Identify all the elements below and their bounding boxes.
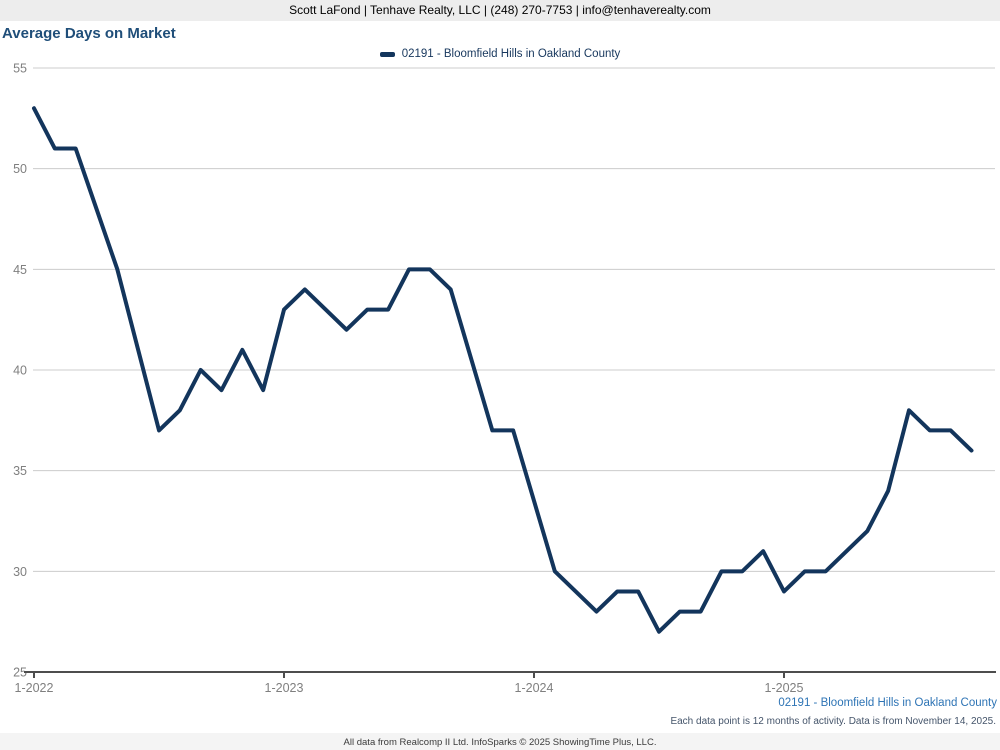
chart-legend: 02191 - Bloomfield Hills in Oakland Coun… <box>0 47 1000 61</box>
legend-label: 02191 - Bloomfield Hills in Oakland Coun… <box>401 48 621 60</box>
days-on-market-line <box>32 106 974 634</box>
data-note: Each data point is 12 months of activity… <box>670 716 996 727</box>
y-axis-tick-label: 45 <box>13 263 27 277</box>
y-axis-tick-label: 50 <box>13 162 27 176</box>
attribution-text: All data from Realcomp II Ltd. InfoSpark… <box>343 737 657 748</box>
y-axis-tick-label: 30 <box>13 565 27 579</box>
x-axis-tick-label: 1-2024 <box>515 681 554 695</box>
y-axis-tick-label: 40 <box>13 364 27 378</box>
y-axis-tick-label: 35 <box>13 464 27 478</box>
page-title: Average Days on Market <box>2 25 176 42</box>
series-footer-label: 02191 - Bloomfield Hills in Oakland Coun… <box>778 697 997 709</box>
x-axis-tick-label: 1-2025 <box>765 681 804 695</box>
x-axis-tick-label: 1-2023 <box>265 681 304 695</box>
x-axis-tick-label: 1-2022 <box>15 681 54 695</box>
attribution-bar: All data from Realcomp II Ltd. InfoSpark… <box>0 733 1000 750</box>
y-axis-tick-label: 55 <box>13 62 27 76</box>
contact-header: Scott LaFond | Tenhave Realty, LLC | (24… <box>0 0 1000 21</box>
contact-line: Scott LaFond | Tenhave Realty, LLC | (24… <box>289 3 711 17</box>
y-axis-tick-label: 25 <box>13 666 27 680</box>
legend-line-swatch <box>379 51 395 57</box>
